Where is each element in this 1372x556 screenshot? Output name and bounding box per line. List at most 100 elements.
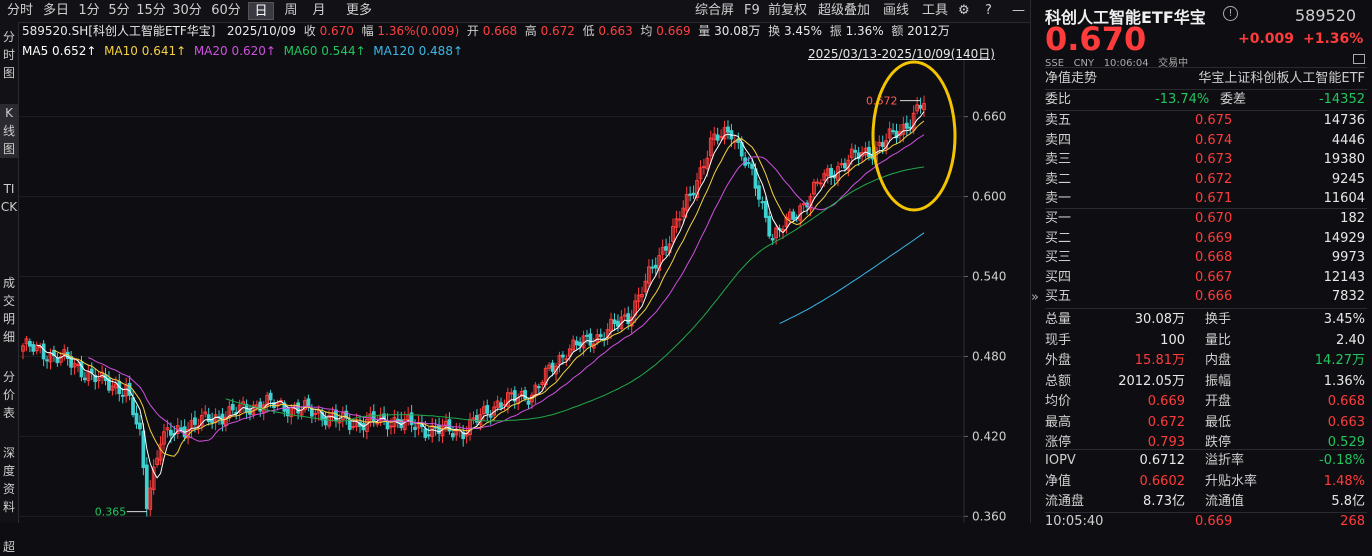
candle[interactable] bbox=[313, 412, 318, 415]
minimize-icon[interactable]: — bbox=[1012, 3, 1025, 18]
candle[interactable] bbox=[199, 414, 204, 426]
candle[interactable] bbox=[774, 227, 779, 239]
candle[interactable] bbox=[712, 133, 717, 140]
candle[interactable] bbox=[450, 433, 455, 438]
candle[interactable] bbox=[83, 377, 87, 381]
candle[interactable] bbox=[880, 142, 885, 147]
candle[interactable] bbox=[134, 412, 139, 425]
candle[interactable] bbox=[519, 390, 524, 397]
candle[interactable] bbox=[138, 422, 142, 430]
candle[interactable] bbox=[303, 400, 307, 410]
candle[interactable] bbox=[344, 410, 349, 419]
candle[interactable] bbox=[282, 402, 287, 412]
side-tab-1[interactable]: K线图 bbox=[0, 104, 18, 158]
candle[interactable] bbox=[45, 359, 49, 362]
candle[interactable] bbox=[750, 163, 754, 169]
candle[interactable] bbox=[423, 428, 428, 438]
period-button-0[interactable]: 分时 bbox=[6, 3, 33, 18]
candle[interactable] bbox=[674, 218, 679, 228]
candle[interactable] bbox=[21, 345, 25, 352]
candle[interactable] bbox=[31, 344, 36, 352]
candle[interactable] bbox=[839, 163, 844, 166]
nav-trend-link[interactable]: 净值走势 bbox=[1045, 71, 1098, 86]
period-button-2[interactable]: 1分 bbox=[78, 3, 100, 18]
period-button-7[interactable]: 日 bbox=[248, 2, 274, 20]
candle[interactable] bbox=[647, 266, 651, 284]
candle[interactable] bbox=[547, 364, 552, 369]
candle[interactable] bbox=[791, 211, 796, 220]
candle[interactable] bbox=[677, 218, 682, 221]
candle[interactable] bbox=[918, 105, 923, 109]
candle[interactable] bbox=[76, 364, 80, 367]
period-button-10[interactable]: 更多 bbox=[345, 3, 372, 18]
candle[interactable] bbox=[702, 166, 706, 169]
candle[interactable] bbox=[58, 356, 63, 363]
candle[interactable] bbox=[368, 413, 373, 421]
candle[interactable] bbox=[165, 427, 170, 431]
candle[interactable] bbox=[461, 431, 466, 440]
candle[interactable] bbox=[110, 385, 115, 391]
candle[interactable] bbox=[131, 397, 135, 416]
candle[interactable] bbox=[684, 193, 689, 211]
candle[interactable] bbox=[784, 216, 789, 228]
side-tab-4[interactable]: 分价表 bbox=[2, 370, 15, 420]
candle[interactable] bbox=[595, 334, 600, 343]
candle[interactable] bbox=[705, 157, 710, 170]
candle[interactable] bbox=[898, 131, 902, 137]
candle[interactable] bbox=[722, 127, 727, 140]
toolbar-item-4[interactable]: 画线 bbox=[883, 3, 910, 18]
candle[interactable] bbox=[179, 427, 184, 430]
candle[interactable] bbox=[413, 426, 417, 430]
candle[interactable] bbox=[922, 103, 926, 111]
candle[interactable] bbox=[760, 201, 765, 204]
candle[interactable] bbox=[757, 185, 761, 200]
candle[interactable] bbox=[550, 362, 555, 372]
candle[interactable] bbox=[629, 316, 634, 327]
candle[interactable] bbox=[100, 371, 104, 378]
candle[interactable] bbox=[891, 130, 895, 133]
toolbar-item-0[interactable]: 综合屏 bbox=[695, 3, 735, 18]
candle[interactable] bbox=[34, 344, 39, 352]
candle[interactable] bbox=[41, 343, 46, 360]
candle[interactable] bbox=[585, 334, 589, 337]
toolbar-item-3[interactable]: 超级叠加 bbox=[818, 3, 871, 18]
candle[interactable] bbox=[148, 487, 153, 510]
period-button-8[interactable]: 周 bbox=[284, 3, 298, 18]
candle[interactable] bbox=[612, 319, 617, 325]
candle[interactable] bbox=[495, 400, 500, 408]
candle[interactable] bbox=[616, 320, 620, 327]
candle[interactable] bbox=[162, 431, 166, 445]
candle[interactable] bbox=[203, 411, 208, 415]
side-tab-3[interactable]: 成交明细 bbox=[2, 276, 15, 344]
candle[interactable] bbox=[708, 137, 713, 157]
candle[interactable] bbox=[660, 246, 665, 255]
toolbar-item-1[interactable]: F9 bbox=[744, 3, 760, 18]
candle[interactable] bbox=[822, 173, 827, 181]
candle[interactable] bbox=[853, 149, 858, 153]
side-tab-0[interactable]: 分时图 bbox=[2, 30, 15, 80]
candle[interactable] bbox=[901, 123, 906, 135]
candle[interactable] bbox=[578, 341, 582, 347]
candle[interactable] bbox=[151, 466, 156, 491]
candle[interactable] bbox=[564, 358, 569, 361]
candle[interactable] bbox=[626, 313, 631, 324]
period-button-9[interactable]: 月 bbox=[312, 3, 326, 18]
candle[interactable] bbox=[695, 180, 699, 198]
candle[interactable] bbox=[347, 420, 352, 430]
candle[interactable] bbox=[619, 316, 624, 330]
candle[interactable] bbox=[829, 167, 834, 178]
candle[interactable] bbox=[155, 457, 159, 466]
candle[interactable] bbox=[863, 147, 868, 156]
candle[interactable] bbox=[567, 348, 572, 357]
candle[interactable] bbox=[96, 378, 101, 382]
candle[interactable] bbox=[781, 228, 785, 232]
side-tab-5[interactable]: 深度资料 bbox=[2, 446, 15, 514]
candle[interactable] bbox=[193, 417, 197, 425]
candle[interactable] bbox=[688, 193, 693, 196]
candle[interactable] bbox=[402, 418, 407, 431]
candle[interactable] bbox=[79, 361, 84, 378]
candle[interactable] bbox=[523, 390, 527, 399]
candle[interactable] bbox=[536, 386, 541, 389]
candle[interactable] bbox=[574, 340, 579, 346]
candle[interactable] bbox=[894, 130, 899, 139]
